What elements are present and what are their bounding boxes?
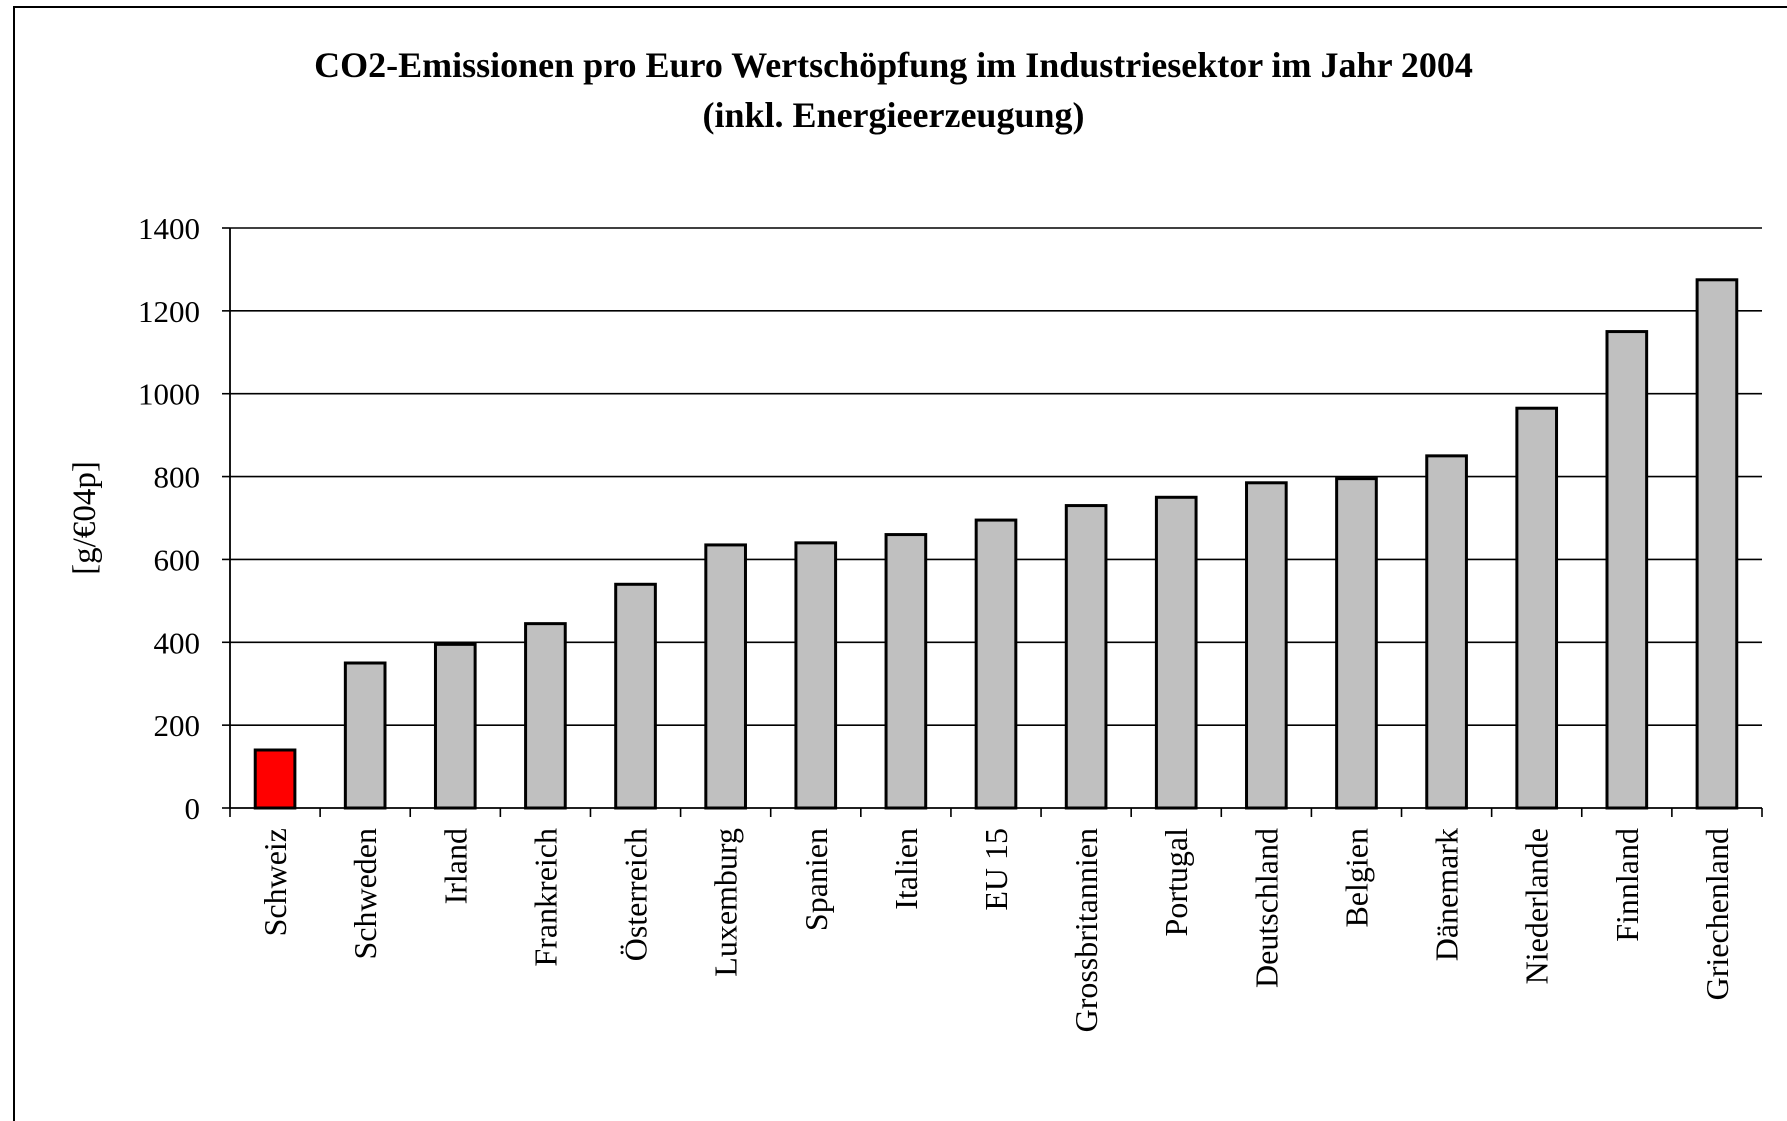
x-tick-label: Dänemark	[1429, 828, 1465, 961]
bar-belgien	[1335, 477, 1378, 810]
y-tick-label: 1000	[138, 377, 200, 412]
x-tick-label: Schweden	[347, 828, 383, 960]
bar-schweiz	[253, 748, 297, 810]
y-tick-label: 800	[154, 460, 201, 495]
chart-subtitle: (inkl. Energieerzeugung)	[702, 95, 1085, 135]
chart-title-line1: CO2-Emissionen pro Euro Wertschöpfung im…	[314, 45, 1473, 85]
x-tick-label: Griechenland	[1699, 828, 1735, 1000]
x-tick-label: Luxemburg	[708, 828, 744, 977]
bar-portugal	[1154, 495, 1198, 810]
bar-schweden	[343, 661, 387, 810]
bar-deutschland	[1245, 481, 1288, 810]
chart-title: CO2-Emissionen pro Euro Wertschöpfung im…	[0, 40, 1787, 140]
y-tick-label: 1200	[138, 294, 200, 329]
bar-griechenland	[1695, 278, 1739, 810]
x-tick-label: Belgien	[1338, 828, 1374, 928]
y-tick-label: 200	[154, 708, 201, 743]
x-tick-label: Spanien	[798, 828, 834, 931]
y-tick-label: 600	[154, 542, 201, 577]
y-axis-label: [g/€04p]	[67, 461, 103, 575]
x-tick-labels: Schweiz Schweden Irland Frankreich Österreic…	[257, 828, 1735, 1033]
bar-grossbritannien	[1064, 504, 1108, 810]
x-tick-label: Österreich	[618, 828, 654, 961]
y-tick-labels: 0 200 400 600 800 1000 1200 1400	[138, 211, 200, 826]
x-tick-label: Deutschland	[1248, 828, 1284, 988]
x-tick-label: Niederlande	[1519, 828, 1555, 984]
x-tick-label: Finnland	[1609, 828, 1645, 942]
x-tick-label: Grossbritannien	[1068, 828, 1104, 1032]
x-tick-label: Portugal	[1158, 828, 1194, 937]
bar-eu-15	[974, 518, 1018, 810]
bars	[253, 278, 1739, 810]
x-tick-label: Irland	[437, 828, 473, 904]
bar-österreich	[614, 582, 657, 810]
bar-irland	[433, 642, 477, 810]
bar-italien	[884, 533, 928, 810]
bar-dänemark	[1425, 454, 1468, 810]
y-tick-label: 0	[185, 791, 201, 826]
bar-spanien	[794, 541, 838, 810]
y-tick-label: 400	[154, 625, 201, 660]
bar-niederlande	[1515, 406, 1559, 810]
x-tick-label: Frankreich	[527, 828, 563, 967]
x-tick-label: Schweiz	[257, 828, 293, 936]
bar-frankreich	[524, 622, 567, 810]
x-tick-label: EU 15	[978, 828, 1014, 911]
bar-finnland	[1605, 330, 1649, 810]
y-tick-label: 1400	[138, 211, 200, 246]
axes	[222, 227, 1763, 817]
bar-luxemburg	[704, 543, 747, 810]
x-tick-label: Italien	[888, 828, 924, 910]
